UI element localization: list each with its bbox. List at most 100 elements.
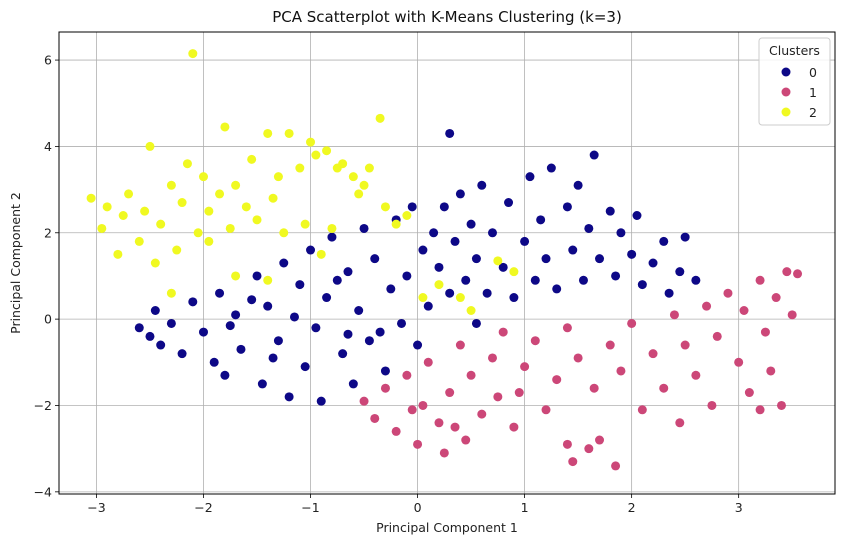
- data-point: [156, 340, 166, 350]
- data-point: [209, 357, 219, 367]
- data-point: [471, 318, 481, 328]
- data-point: [348, 172, 358, 182]
- data-point: [669, 310, 679, 320]
- data-point: [691, 370, 701, 380]
- data-point: [434, 280, 444, 290]
- legend-marker: [781, 107, 791, 117]
- data-point: [429, 228, 439, 238]
- data-point: [364, 336, 374, 346]
- y-tick-label: −4: [34, 484, 52, 499]
- data-point: [354, 189, 364, 199]
- data-point: [295, 280, 305, 290]
- data-point: [156, 219, 166, 229]
- data-point: [204, 236, 214, 246]
- data-point: [198, 327, 208, 337]
- data-point: [536, 215, 546, 225]
- data-point: [562, 202, 572, 212]
- data-point: [359, 223, 369, 233]
- data-point: [402, 370, 412, 380]
- legend-marker: [781, 67, 791, 77]
- data-point: [343, 267, 353, 277]
- data-point: [268, 193, 278, 203]
- data-point: [145, 141, 155, 151]
- data-point: [418, 245, 428, 255]
- data-point: [659, 383, 669, 393]
- data-point: [434, 418, 444, 428]
- data-point: [370, 413, 380, 423]
- data-point: [188, 297, 198, 307]
- data-point: [172, 245, 182, 255]
- data-point: [605, 340, 615, 350]
- x-tick-label: 2: [628, 500, 636, 515]
- data-point: [648, 349, 658, 359]
- y-axis-label: Principal Component 2: [8, 192, 23, 334]
- data-point: [413, 439, 423, 449]
- data-point: [611, 271, 621, 281]
- data-point: [541, 254, 551, 264]
- data-point: [755, 275, 765, 285]
- data-point: [338, 159, 348, 169]
- data-point: [584, 444, 594, 454]
- data-point: [231, 310, 241, 320]
- data-point: [364, 163, 374, 173]
- data-point: [327, 223, 337, 233]
- data-point: [252, 215, 262, 225]
- data-point: [97, 223, 107, 233]
- x-tick-label: −3: [87, 500, 105, 515]
- x-tick-label: −2: [194, 500, 212, 515]
- data-point: [439, 448, 449, 458]
- data-point: [198, 172, 208, 182]
- data-point: [525, 172, 535, 182]
- data-point: [760, 327, 770, 337]
- series-0: [134, 128, 701, 406]
- data-point: [295, 163, 305, 173]
- data-point: [220, 122, 230, 132]
- data-point: [86, 193, 96, 203]
- data-point: [552, 284, 562, 294]
- data-point: [675, 267, 685, 277]
- data-point: [568, 457, 578, 467]
- data-point: [182, 159, 192, 169]
- data-point: [477, 409, 487, 419]
- data-point: [627, 318, 637, 328]
- data-point: [680, 232, 690, 242]
- series-1: [359, 267, 803, 471]
- data-point: [220, 370, 230, 380]
- data-point: [723, 288, 733, 298]
- data-point: [487, 353, 497, 363]
- data-point: [584, 223, 594, 233]
- data-point: [402, 211, 412, 221]
- data-point: [595, 254, 605, 264]
- data-point: [509, 293, 519, 303]
- data-point: [306, 245, 316, 255]
- data-point: [279, 258, 289, 268]
- axis-ticks: −3 −2 −1 0 1 2 3 −4 −2 0 2 4 6: [34, 53, 743, 515]
- data-point: [755, 405, 765, 415]
- data-point: [434, 262, 444, 272]
- data-point: [177, 198, 187, 208]
- data-point: [466, 370, 476, 380]
- data-point: [664, 288, 674, 298]
- data-point: [284, 392, 294, 402]
- data-point: [236, 344, 246, 354]
- data-point: [263, 301, 273, 311]
- legend: Clusters 0 1 2: [758, 37, 831, 126]
- data-point: [793, 269, 803, 279]
- data-point: [118, 211, 128, 221]
- data-point: [546, 163, 556, 173]
- data-point: [675, 418, 685, 428]
- data-point: [150, 258, 160, 268]
- data-point: [273, 336, 283, 346]
- data-point: [616, 366, 626, 376]
- data-point: [316, 396, 326, 406]
- data-point: [327, 232, 337, 242]
- data-point: [418, 400, 428, 410]
- data-point: [466, 219, 476, 229]
- data-point: [134, 236, 144, 246]
- data-point: [616, 228, 626, 238]
- data-point: [482, 288, 492, 298]
- data-point: [247, 154, 257, 164]
- data-point: [257, 379, 267, 389]
- legend-label: 0: [809, 65, 817, 80]
- data-point: [204, 206, 214, 216]
